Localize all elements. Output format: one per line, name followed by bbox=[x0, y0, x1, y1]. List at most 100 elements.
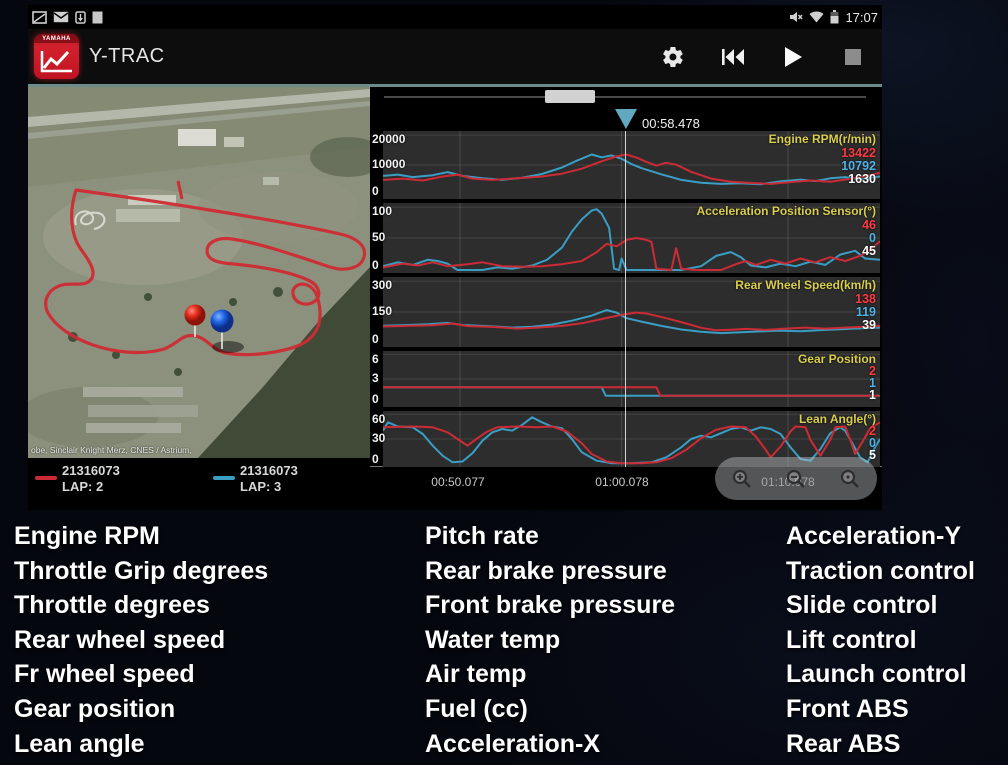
page-title: Y-TRAC bbox=[89, 45, 165, 67]
channel-item: Slide control bbox=[786, 591, 938, 620]
channel-column-1: Engine RPM Throttle Grip degrees Throttle … bbox=[14, 519, 268, 761]
channel-item: Acceleration-Y bbox=[786, 522, 962, 550]
series-lap-3 bbox=[383, 386, 880, 397]
y-axis-tick: 150 bbox=[372, 304, 393, 318]
app-square-icon bbox=[92, 11, 103, 23]
timeline-scrubber-handle[interactable] bbox=[545, 90, 595, 103]
channel-item: Throttle Grip degrees bbox=[14, 556, 269, 585]
channel-item: Fuel (cc) bbox=[425, 694, 528, 723]
channel-item: Lift control bbox=[786, 625, 917, 654]
chart-acceleration-position-sensor[interactable]: 100 50 0 Acceleration Position Sensor(°) 46 0… bbox=[372, 203, 880, 273]
y-axis-tick: 60 bbox=[372, 412, 386, 426]
stop-icon bbox=[845, 48, 861, 65]
zoom-out-button[interactable] bbox=[783, 466, 809, 492]
cursor-value: 45 bbox=[862, 244, 876, 258]
satellite-map[interactable]: obe, Sinclair Knight Merz, CNES / Astriu… bbox=[28, 87, 370, 458]
chart-title: Engine RPM(r/min) bbox=[768, 132, 876, 146]
y-axis-tick: 20000 bbox=[372, 132, 406, 146]
y-axis-tick: 50 bbox=[372, 230, 386, 244]
zoom-in-icon bbox=[732, 469, 751, 488]
chart-rear-wheel-speed-km-h[interactable]: 300 150 0 Rear Wheel Speed(km/h) 138 119 39 bbox=[372, 277, 880, 347]
y-axis-tick: 300 bbox=[372, 278, 393, 292]
y-axis-tick: 0 bbox=[372, 184, 379, 198]
settings-button[interactable] bbox=[660, 44, 686, 70]
playback-toolbar bbox=[660, 44, 872, 70]
stop-button[interactable] bbox=[840, 44, 866, 70]
chart-title: Acceleration Position Sensor(°) bbox=[696, 204, 876, 218]
chart-engine-rpm-r-min[interactable]: 20000 10000 0 Engine RPM(r/min) 13422 10792 16… bbox=[372, 131, 880, 199]
wifi-icon bbox=[809, 11, 824, 23]
series-lap-2 bbox=[383, 153, 880, 185]
lap2-position-pin[interactable] bbox=[184, 304, 206, 326]
lap-legend: 21316073 LAP: 2 21316073 LAP: 3 bbox=[28, 458, 370, 510]
app-bar: YAMAHA Y-TRAC bbox=[28, 29, 882, 84]
series-lap-3 bbox=[383, 153, 880, 186]
chart-line-glyph bbox=[40, 50, 72, 73]
battery-icon bbox=[830, 10, 839, 24]
channel-column-2: Pitch rate Rear brake pressure Front brake… bbox=[425, 519, 675, 761]
channel-item: Gear position bbox=[14, 694, 176, 723]
cursor-value: 119 bbox=[855, 305, 876, 319]
channel-item: Air temp bbox=[425, 660, 527, 689]
zoom-reset-icon bbox=[840, 469, 859, 488]
channel-item: Rear brake pressure bbox=[425, 556, 667, 585]
playhead-marker[interactable] bbox=[615, 109, 637, 129]
zoom-reset-button[interactable] bbox=[837, 466, 863, 492]
lap3-label: LAP: 3 bbox=[240, 479, 282, 494]
series-lap-3 bbox=[383, 208, 880, 271]
cursor-value: 138 bbox=[855, 292, 876, 306]
lap3-position-pin[interactable] bbox=[210, 309, 234, 333]
lap2-session-id: 21316073 bbox=[62, 463, 120, 478]
series-lap-2 bbox=[383, 421, 880, 465]
lap3-color-swatch bbox=[213, 476, 235, 480]
mute-icon bbox=[790, 12, 803, 22]
skip-to-start-button[interactable] bbox=[720, 44, 746, 70]
zoom-controls bbox=[715, 457, 877, 500]
series-lap-2 bbox=[383, 237, 880, 271]
cursor-value: 5 bbox=[869, 448, 876, 462]
gear-icon bbox=[663, 46, 683, 67]
lap3-session-id: 21316073 bbox=[240, 463, 298, 478]
chart-stack: 20000 10000 0 Engine RPM(r/min) 13422 10792 16… bbox=[370, 131, 882, 467]
series-lap-2 bbox=[383, 311, 880, 332]
legend-lap3[interactable]: 21316073 LAP: 3 bbox=[213, 463, 298, 495]
lap2-color-swatch bbox=[35, 476, 57, 480]
chart-title: Lean Angle(°) bbox=[798, 412, 876, 426]
chart-lean-angle[interactable]: 60 30 0 Lean Angle(°) 2 0 5 bbox=[372, 411, 880, 467]
y-axis-tick: 0 bbox=[372, 392, 379, 406]
playhead-cursor-line bbox=[625, 131, 626, 467]
zoom-in-button[interactable] bbox=[729, 466, 755, 492]
channel-item: Front brake pressure bbox=[425, 591, 676, 620]
y-axis-tick: 0 bbox=[372, 258, 379, 272]
timeline-scrubber-track[interactable] bbox=[384, 96, 866, 98]
play-icon bbox=[785, 46, 802, 67]
channel-column-3: Acceleration-Y Traction control Slide cont… bbox=[786, 519, 975, 761]
channel-item: Front ABS bbox=[786, 694, 909, 723]
start-finish-mark bbox=[176, 180, 184, 200]
chart-gear-position[interactable]: 6 3 0 Gear Position 2 1 1 bbox=[372, 351, 880, 407]
email-icon bbox=[53, 11, 69, 23]
telemetry-chart-panel: 00:58.478 20000 10000 0 Engine RPM(r/min) 13… bbox=[370, 87, 882, 510]
cursor-value: 2 bbox=[869, 364, 876, 378]
y-axis-tick: 3 bbox=[372, 371, 379, 385]
status-bar: 17:07 bbox=[28, 5, 882, 29]
channel-item: Lean angle bbox=[14, 729, 145, 758]
main-content: obe, Sinclair Knight Merz, CNES / Astriu… bbox=[28, 87, 882, 510]
play-button[interactable] bbox=[780, 44, 806, 70]
channel-item: Engine RPM bbox=[14, 522, 160, 550]
y-axis-tick: 100 bbox=[372, 204, 393, 218]
skip-back-icon bbox=[722, 48, 744, 65]
zoom-out-icon bbox=[786, 469, 805, 488]
cursor-value: 1630 bbox=[848, 172, 876, 186]
channel-item: Water temp bbox=[425, 625, 561, 654]
appbar-divider bbox=[28, 84, 882, 87]
track-map-panel: obe, Sinclair Knight Merz, CNES / Astriu… bbox=[28, 87, 370, 510]
y-axis-tick: 0 bbox=[372, 332, 379, 346]
cursor-value: 1 bbox=[869, 388, 876, 402]
legend-lap2[interactable]: 21316073 LAP: 2 bbox=[35, 463, 120, 495]
cursor-value: 46 bbox=[862, 218, 876, 232]
channel-item: Rear ABS bbox=[786, 729, 901, 758]
chart-title: Rear Wheel Speed(km/h) bbox=[735, 278, 876, 292]
cursor-value: 1 bbox=[869, 376, 876, 390]
usb-icon bbox=[75, 10, 86, 24]
